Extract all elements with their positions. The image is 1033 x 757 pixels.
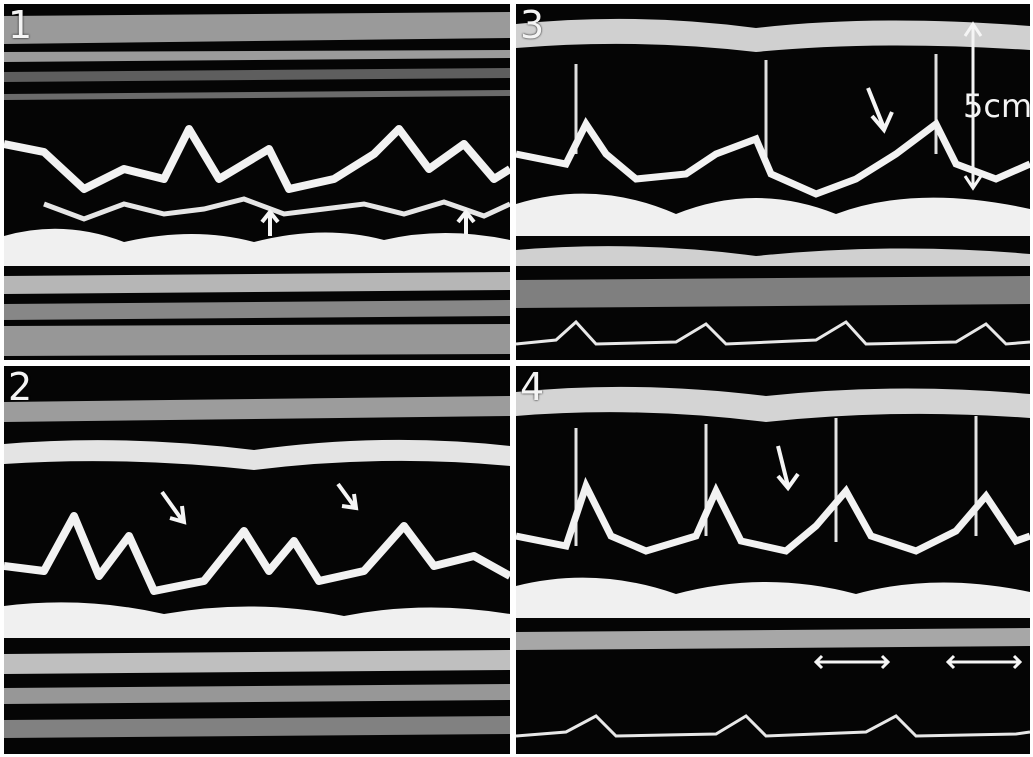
panel-label-4: 4 — [520, 366, 545, 409]
m-mode-trace-3 — [516, 4, 1030, 360]
panel-label-1: 1 — [8, 4, 33, 47]
panel-label-2: 2 — [8, 366, 33, 409]
scale-bar-label: 5cm — [963, 87, 1030, 125]
panel-label-3: 3 — [520, 4, 545, 47]
m-mode-panel-1: 1 — [4, 4, 510, 360]
m-mode-panel-4: 4 — [516, 366, 1030, 754]
m-mode-trace-1 — [4, 4, 510, 360]
m-mode-panel-3: 3 5cm — [516, 4, 1030, 360]
m-mode-panel-2: 2 — [4, 366, 510, 754]
m-mode-trace-4 — [516, 366, 1030, 754]
m-mode-trace-2 — [4, 366, 510, 754]
